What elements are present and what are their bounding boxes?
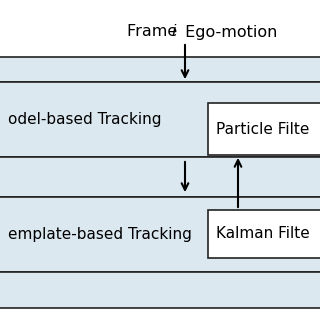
Text: odel-based Tracking: odel-based Tracking [8,112,162,127]
Bar [208,103,320,155]
Text: Particle Filte: Particle Filte [216,122,309,137]
Bar [0,82,320,157]
Text: Ego-motion: Ego-motion [180,25,277,39]
Text: Kalman Filte: Kalman Filte [216,227,310,242]
Text: emplate-based Tracking: emplate-based Tracking [8,227,192,242]
Bar [0,157,320,197]
Text: i: i [171,25,175,39]
Text: Frame: Frame [127,25,182,39]
Bar [0,57,320,82]
Bar [208,210,320,258]
Bar [0,197,320,272]
Bar [0,272,320,308]
